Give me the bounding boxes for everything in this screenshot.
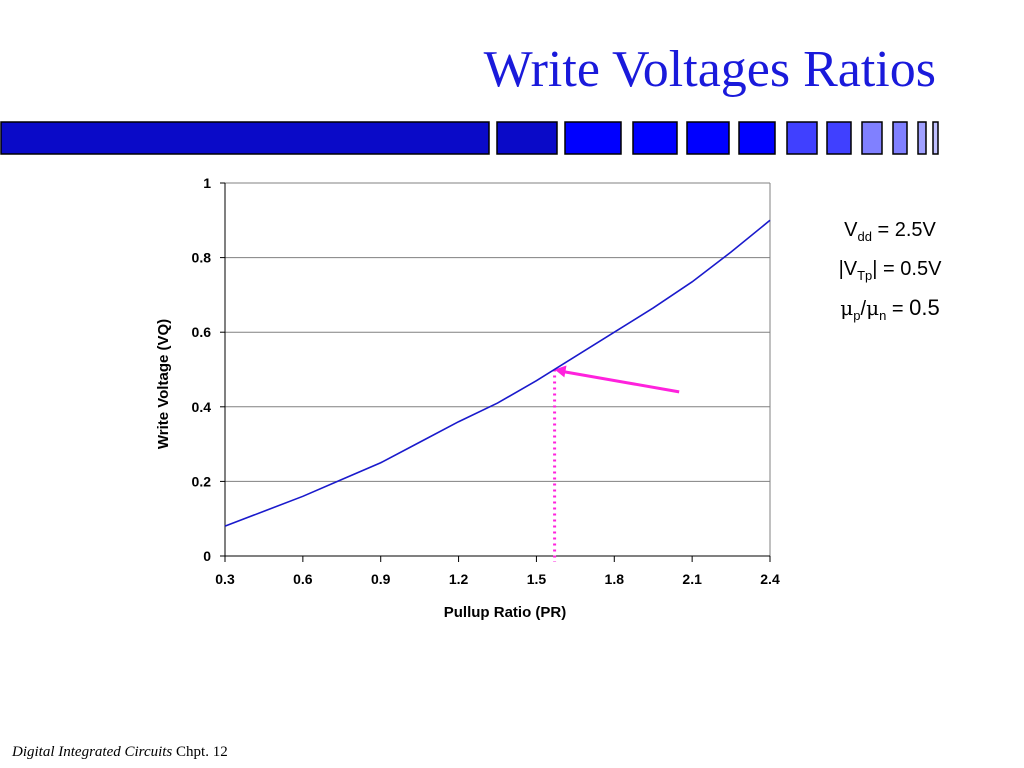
x-tick-label: 0.9 [371,571,391,587]
y-tick-label: 0.8 [192,250,212,266]
footer-chapter: Chpt. 12 [176,744,228,760]
slide-title: Write Voltages Ratios [483,41,936,98]
footer-course: Digital Integrated Circuits [12,744,173,760]
write-voltage-chart: 0 0.2 0.4 0.6 0.8 1 0.3 0.6 0.9 1.2 1.5 1.8 2.1 2.4 P… [155,175,780,621]
mu-p-subscript: p [853,308,861,323]
parameters-box: Vdd = 2.5V |VTp| = 0.5V μp/μn = 0.5 [810,214,970,332]
x-tick-label: 2.4 [760,571,780,587]
write-voltage-curve [224,219,771,527]
y-tick-label: 1 [203,175,211,191]
x-tick-label: 0.3 [215,571,235,587]
x-tick-label: 1.8 [605,571,625,587]
y-tick-label: 0.4 [192,399,212,415]
x-tick-label: 1.2 [449,571,469,587]
decorative-header-bar [0,121,939,155]
mu-slash: / [860,298,867,320]
y-tick-label: 0 [203,548,211,564]
annotation-arrow-shaft [562,370,680,394]
mu-n-symbol: μ [866,296,880,320]
footer: Digital Integrated Circuits Chpt. 12 [12,744,228,761]
mu-value: 0.5 [909,295,940,320]
vtp-subscript: Tp [857,268,873,283]
vtp-prefix: |V [838,258,858,280]
x-tick-label: 0.6 [293,571,313,587]
annotation-arrow-head [554,365,567,378]
vdd-subscript: dd [857,229,872,244]
mu-n-subscript: n [879,308,887,323]
mu-p-symbol: μ [840,296,854,320]
x-tick-label: 1.5 [527,571,547,587]
mu-equals: = [886,298,910,320]
x-tick-label: 2.1 [682,571,702,587]
x-axis-title: Pullup Ratio (PR) [444,604,567,621]
y-tick-label: 0.2 [192,473,212,489]
vdd-param: Vdd = 2.5V [810,214,970,253]
vtp-value: | = 0.5V [872,258,942,280]
y-tick-label: 0.6 [192,324,212,340]
vtp-param: |VTp| = 0.5V [810,253,970,292]
y-axis-title: Write Voltage (VQ) [155,319,172,449]
vdd-symbol: V [844,219,858,241]
mobility-ratio-param: μp/μn = 0.5 [810,292,970,332]
vdd-value: = 2.5V [871,219,936,241]
